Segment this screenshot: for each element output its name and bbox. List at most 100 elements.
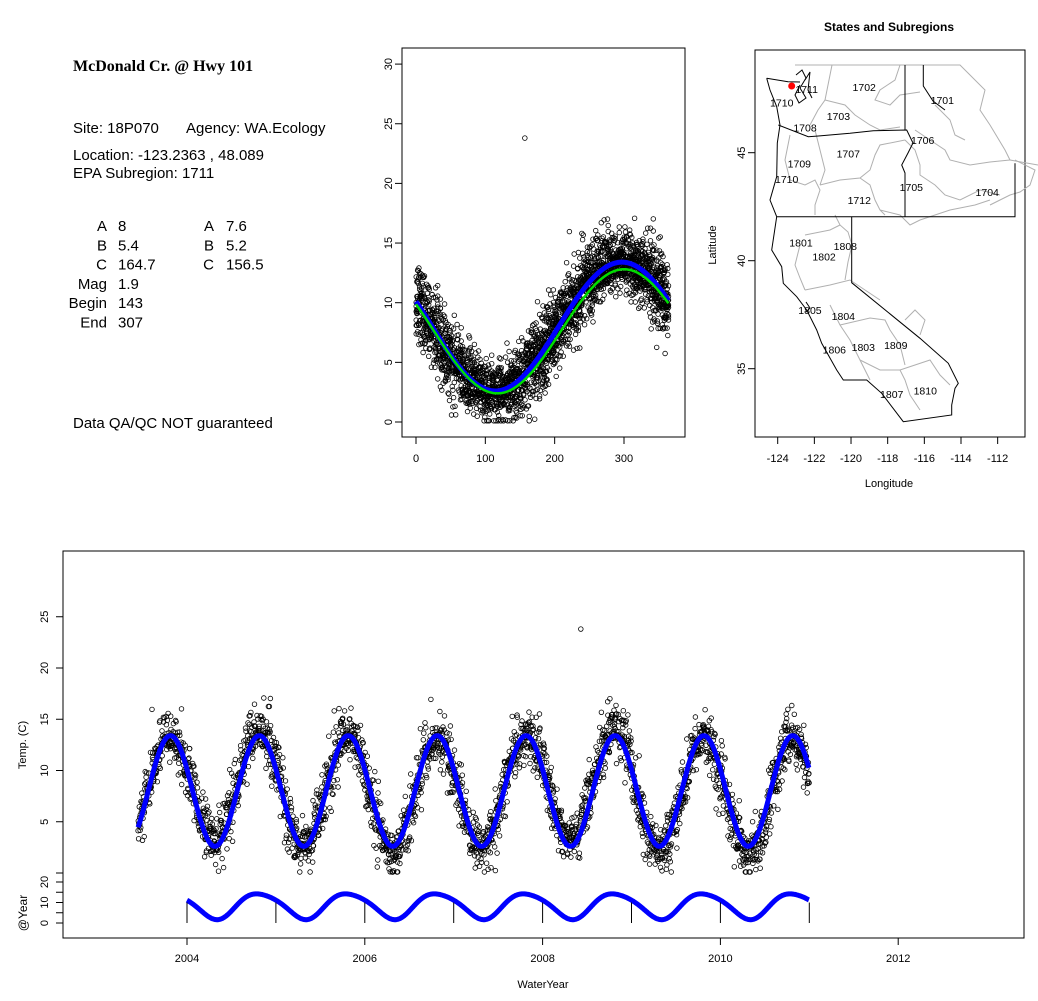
y-tick-label: 25	[383, 118, 395, 130]
data-point	[579, 230, 585, 237]
data-point	[644, 241, 650, 247]
data-point	[417, 329, 423, 336]
data-point	[297, 861, 304, 867]
data-point	[335, 730, 342, 736]
data-point	[408, 771, 414, 777]
data-point	[598, 709, 605, 715]
data-point	[445, 374, 451, 380]
data-point	[414, 293, 421, 300]
data-point	[618, 283, 624, 290]
data-point	[604, 216, 611, 222]
data-point	[445, 390, 451, 396]
data-point	[647, 267, 653, 273]
data-point	[638, 252, 645, 258]
data-point	[538, 367, 544, 373]
subregion-label: 1807	[880, 389, 904, 401]
subregion-labels: 1701170217111710170317081706170717091710…	[770, 82, 999, 401]
data-point	[533, 320, 539, 326]
data-point	[312, 812, 318, 818]
data-point	[555, 342, 561, 348]
data-point	[560, 299, 566, 305]
data-point	[446, 391, 452, 397]
data-point	[542, 390, 548, 396]
data-point	[520, 338, 526, 344]
data-point	[451, 379, 457, 386]
data-point	[542, 383, 548, 389]
data-point	[567, 336, 573, 342]
data-point	[451, 312, 457, 318]
data-point	[458, 349, 464, 356]
data-point	[489, 352, 495, 358]
data-point	[632, 299, 638, 305]
data-point	[556, 296, 562, 302]
subregion-label: 1708	[793, 123, 817, 135]
data-point	[522, 356, 528, 362]
data-point	[659, 322, 665, 328]
data-point	[541, 377, 547, 383]
data-point	[625, 712, 631, 718]
data-point	[498, 418, 504, 424]
data-point	[587, 267, 593, 273]
data-point	[627, 250, 634, 257]
subregion-label: 1702	[853, 82, 877, 94]
data-point	[431, 344, 437, 350]
data-point	[437, 305, 444, 311]
data-point	[280, 755, 286, 761]
data-point	[577, 855, 583, 861]
data-point	[489, 361, 495, 367]
info-panel: McDonald Cr. @ Hwy 101 Site: 18P070 Agen…	[69, 58, 326, 432]
data-point	[515, 398, 521, 405]
data-point	[621, 251, 627, 257]
data-point	[566, 299, 572, 305]
param-value: 8	[118, 218, 126, 235]
data-point	[664, 304, 670, 310]
data-point	[552, 313, 559, 320]
data-point	[584, 316, 590, 322]
data-point	[471, 411, 477, 417]
data-point	[450, 337, 456, 344]
data-point	[471, 341, 478, 348]
data-point	[492, 372, 498, 378]
data-point	[584, 259, 591, 265]
data-point	[595, 263, 602, 270]
data-point	[482, 378, 489, 385]
data-point	[664, 325, 670, 331]
subregion-label: 1710	[775, 174, 799, 186]
param-value: 7.6	[226, 218, 247, 235]
data-point	[529, 347, 536, 354]
y-tick-label: 35	[736, 363, 748, 375]
data-point	[639, 300, 645, 306]
data-point	[543, 377, 550, 384]
data-point	[438, 349, 444, 356]
data-point	[487, 395, 494, 401]
data-point	[595, 232, 601, 238]
data-point	[650, 228, 656, 234]
data-point	[215, 868, 222, 874]
data-point	[613, 760, 620, 767]
data-point	[485, 407, 491, 413]
data-point	[651, 242, 657, 248]
data-point	[618, 272, 625, 278]
data-point	[297, 869, 303, 875]
data-point	[412, 813, 419, 819]
data-point	[552, 294, 559, 301]
data-point	[657, 234, 663, 240]
data-point	[500, 381, 506, 387]
data-point	[665, 265, 671, 272]
data-point	[665, 332, 671, 339]
data-point	[649, 296, 655, 302]
data-point	[623, 292, 629, 298]
sf-bay	[805, 301, 811, 313]
data-point	[543, 316, 549, 322]
data-point	[473, 391, 479, 397]
data-point	[336, 705, 342, 712]
subregion-label: 1704	[976, 187, 1000, 199]
data-point	[536, 393, 543, 399]
data-point	[588, 254, 594, 261]
data-point	[421, 334, 428, 340]
data-point	[448, 364, 455, 370]
data-point	[525, 328, 532, 334]
data-point	[622, 229, 629, 235]
data-point	[413, 317, 419, 323]
